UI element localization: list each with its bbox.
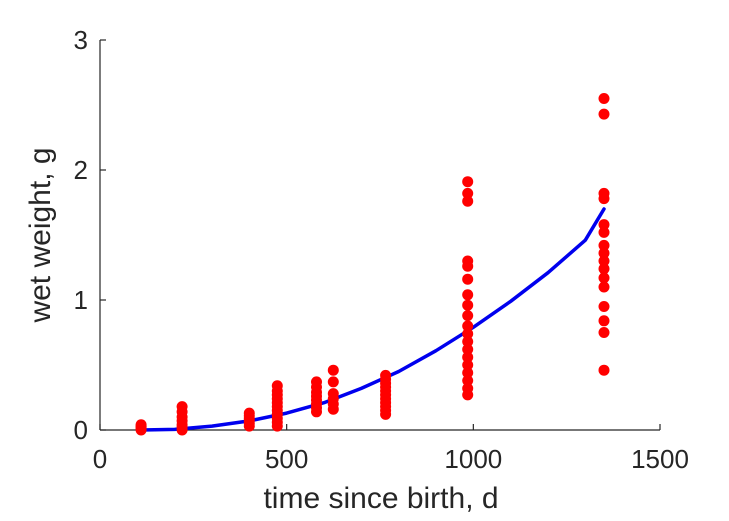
y-tick-label: 2: [74, 155, 88, 185]
y-tick-label: 3: [74, 25, 88, 55]
data-point: [598, 327, 610, 338]
data-point: [462, 382, 474, 394]
data-point: [462, 176, 474, 188]
axis-ticks: [99, 39, 661, 431]
data-point: [327, 364, 339, 376]
data-point: [598, 301, 610, 312]
data-point: [327, 376, 339, 388]
data-point: [462, 336, 474, 348]
data-point: [598, 263, 610, 275]
y-tick-label: 0: [74, 415, 88, 445]
data-point: [462, 289, 474, 301]
data-point: [462, 187, 474, 199]
data-point: [598, 187, 610, 199]
data-point: [598, 272, 610, 284]
data-point: [311, 376, 322, 388]
data-point: [598, 255, 610, 267]
data-point: [462, 343, 474, 355]
data-point: [327, 388, 339, 400]
x-tick-label: 0: [93, 444, 107, 474]
data-point: [462, 273, 474, 285]
data-point: [462, 195, 474, 207]
x-tick-label: 500: [265, 444, 308, 474]
axes: [99, 40, 660, 431]
data-point: [462, 367, 474, 379]
x-axis-label: time since birth, d: [263, 482, 498, 515]
data-point: [135, 419, 147, 431]
data-point: [243, 407, 255, 419]
data-point: [462, 375, 474, 387]
y-axis-label: wet weight, g: [24, 147, 57, 323]
data-point: [271, 380, 283, 392]
data-point: [598, 239, 610, 251]
data-point: [462, 328, 474, 340]
data-point: [598, 315, 610, 327]
data-point: [462, 310, 474, 322]
data-point: [380, 369, 392, 381]
data-point: [598, 247, 610, 259]
tick-labels: 0 500 1000 1500 0 1 2 3: [74, 25, 689, 474]
data-point: [598, 219, 610, 231]
data-point: [176, 401, 188, 413]
x-tick-label: 1000: [444, 444, 502, 474]
fit-curve-layer: [139, 207, 606, 432]
y-tick-label: 1: [74, 285, 88, 315]
data-point: [598, 93, 610, 104]
data-point: [598, 108, 610, 120]
data-point: [462, 299, 474, 311]
data-point: [462, 351, 474, 363]
data-points-layer: [135, 93, 610, 436]
data-point: [462, 359, 474, 371]
data-point: [598, 364, 610, 376]
fit-curve: [139, 207, 606, 432]
data-point: [462, 255, 474, 267]
data-point: [598, 226, 610, 238]
data-point: [598, 281, 610, 293]
x-tick-label: 1500: [631, 444, 689, 474]
data-point: [462, 320, 474, 332]
